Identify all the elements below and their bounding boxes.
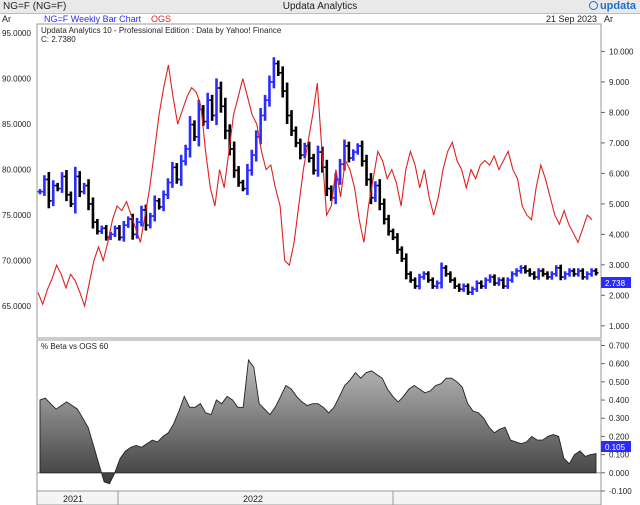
- time-axis-frame: [36, 490, 602, 505]
- price-last-badge: [601, 277, 631, 288]
- series-label-ngf: NG=F Weekly Bar Chart: [44, 14, 142, 24]
- left-tick-label: 80.0000: [2, 166, 31, 175]
- beta-tick-label: 0.600: [609, 360, 630, 369]
- right-axis-unit: Ar: [604, 14, 613, 24]
- left-tick-label: 95.0000: [2, 29, 31, 38]
- beta-tick-label: -0.100: [609, 487, 632, 496]
- chart-canvas: 95.0000 90.0000 85.0000 80.0000 75.0000 70.00…: [2, 14, 634, 505]
- updata-logo-text: updata: [599, 0, 636, 12]
- beta-panel-title: % Beta vs OGS 60: [41, 342, 109, 351]
- left-tick-label: 90.0000: [2, 75, 31, 84]
- beta-series: [37, 358, 601, 485]
- series-label-ogs: OGS: [151, 14, 171, 24]
- left-tick-label: 75.0000: [2, 211, 31, 220]
- ogs-line: [37, 64, 593, 309]
- beta-tick-label: 0.700: [609, 341, 630, 350]
- beta-tick-label: 0.500: [609, 378, 630, 387]
- beta-tick-label: 0.100: [609, 451, 630, 460]
- beta-last-badge: [601, 441, 631, 452]
- x-label-2022: 2022: [243, 494, 263, 504]
- beta-tick-label: 0.200: [609, 432, 630, 441]
- right-tick-label: 4.000: [609, 230, 630, 239]
- axes: 95.0000 90.0000 85.0000 80.0000 75.0000 70.00…: [2, 29, 634, 505]
- left-tick-label: 85.0000: [2, 120, 31, 129]
- beta-tick-label: 0.000: [609, 469, 630, 478]
- price-last-badge-text: 2.738: [605, 279, 626, 288]
- beta-last-badge-text: 0.105: [605, 443, 626, 452]
- close-readout: C: 2.7380: [41, 35, 76, 44]
- app-title: Updata Analytics: [282, 1, 358, 12]
- price-panel-frame: [36, 23, 602, 339]
- left-tick-label: 65.0000: [2, 302, 31, 311]
- beta-area: [39, 358, 597, 485]
- right-tick-label: 7.000: [609, 139, 630, 148]
- chart-date: 21 Sep 2023: [546, 14, 597, 24]
- title-bar: NG=F (NG=F) Updata Analytics updata: [0, 0, 640, 14]
- x-label-2021: 2021: [63, 494, 83, 504]
- window-symbol-title: NG=F (NG=F): [3, 1, 67, 12]
- right-tick-label: 1.000: [609, 322, 630, 331]
- left-tick-label: 70.0000: [2, 257, 31, 266]
- updata-logo-icon: [588, 1, 598, 10]
- updata-logo: updata: [588, 0, 636, 13]
- right-tick-label: 8.000: [609, 108, 630, 117]
- price-series: [37, 57, 599, 309]
- right-tick-label: 6.000: [609, 169, 630, 178]
- right-tick-label: 10.000: [609, 47, 634, 56]
- right-tick-label: 3.000: [609, 261, 630, 270]
- right-tick-label: 5.000: [609, 200, 630, 209]
- right-tick-label: 2.000: [609, 291, 630, 300]
- beta-tick-label: 0.400: [609, 396, 630, 405]
- edition-caption: Updata Analytics 10 - Professional Editi…: [41, 26, 282, 35]
- left-axis-unit: Ar: [2, 14, 11, 24]
- right-tick-label: 9.000: [609, 78, 630, 87]
- beta-tick-label: 0.300: [609, 414, 630, 423]
